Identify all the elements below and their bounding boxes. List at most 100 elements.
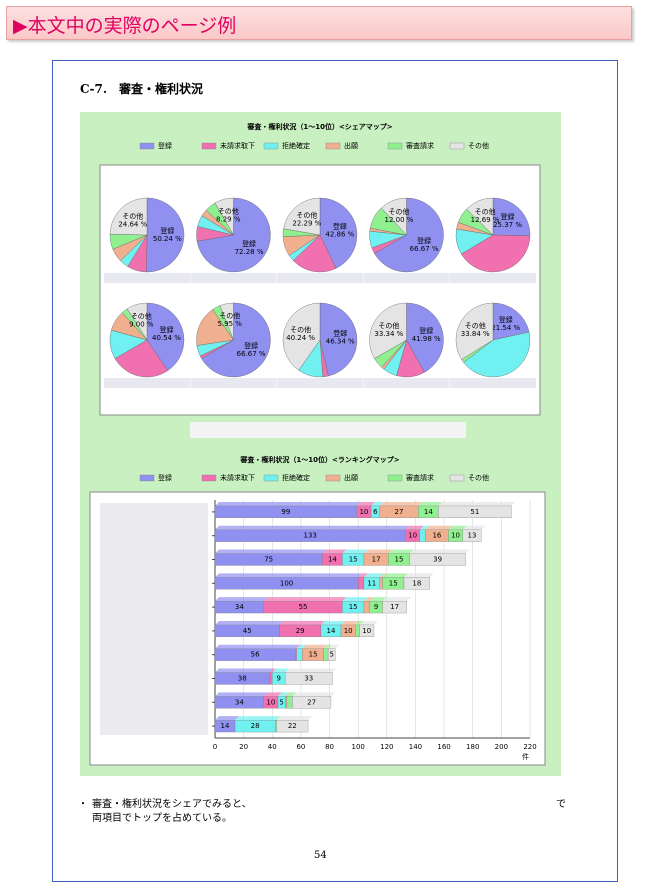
x-tick-label: 60 — [296, 743, 305, 751]
bar-top — [215, 668, 274, 673]
bar-top — [296, 644, 307, 649]
bar-top — [263, 692, 282, 697]
legend-label: 出願 — [344, 141, 358, 150]
x-tick-label: 160 — [437, 743, 450, 751]
legend-label: その他 — [468, 473, 489, 482]
pie-slice — [196, 309, 234, 346]
bar-top — [419, 525, 430, 530]
bar-value-label: 17 — [372, 556, 381, 564]
bar-segment — [363, 601, 370, 614]
bar-value-label: 14 — [221, 722, 230, 730]
legend-label: 審査請求 — [406, 473, 434, 482]
bar-top — [276, 716, 313, 721]
bar-top — [295, 644, 301, 649]
legend-swatch — [201, 474, 217, 482]
pie-value-label: 8.29 % — [216, 215, 241, 223]
bar-top — [409, 549, 470, 554]
bar-value-label: 9 — [374, 603, 378, 611]
pie-value-label: 33.84 % — [461, 330, 490, 338]
pie-label-band — [277, 378, 363, 388]
x-tick-label: 80 — [325, 743, 334, 751]
x-tick-label: 0 — [213, 743, 217, 751]
bar-segment — [296, 648, 303, 661]
bar-value-label: 10 — [266, 698, 275, 706]
header: ▶本文中の実際のページ例 — [6, 6, 632, 40]
pie-slice — [219, 302, 234, 341]
legend-swatch — [387, 142, 403, 150]
bar-value-label: 10 — [344, 627, 353, 635]
pie-name: 登録 — [499, 315, 513, 324]
pie-name: その他 — [296, 210, 317, 219]
pie-slice — [196, 197, 271, 273]
pie-name: その他 — [389, 207, 410, 216]
legend-swatch — [263, 474, 279, 482]
bar-top — [279, 620, 325, 625]
legend-label: 登録 — [158, 473, 172, 482]
bar-value-label: 34 — [235, 603, 244, 611]
bar-segment — [379, 577, 383, 590]
bar-value-label: 10 — [362, 627, 371, 635]
bar-value-label: 15 — [349, 556, 358, 564]
pie-name: 登録 — [501, 212, 515, 221]
bar-top — [379, 501, 423, 506]
pie-value-label: 40.54 % — [152, 334, 181, 342]
legend-label: 審査請求 — [406, 141, 434, 150]
pie-slice — [109, 197, 148, 236]
bar-top — [363, 597, 374, 602]
pie-value-label: 12.00 % — [385, 216, 414, 224]
bar-top — [286, 692, 297, 697]
bar-value-label: 10 — [451, 532, 460, 540]
bar-segment — [292, 696, 332, 709]
bar-top — [292, 692, 335, 697]
pie-slice — [319, 302, 358, 377]
category-band — [100, 503, 208, 735]
bar-top — [272, 668, 290, 673]
bar-top — [215, 716, 240, 721]
legend-swatch — [139, 142, 155, 150]
bar-value-label: 34 — [235, 698, 244, 706]
pie-label-band — [104, 273, 190, 283]
pie-slice — [282, 302, 321, 371]
pie-name: 登録 — [159, 325, 173, 334]
bar-value-label: 27 — [307, 698, 316, 706]
bar-value-label: 75 — [264, 556, 273, 564]
pie-name: 登録 — [242, 239, 256, 248]
bar-value-label: 51 — [470, 508, 479, 516]
bar-top — [215, 692, 268, 697]
bar-top — [382, 597, 411, 602]
pie-slice — [455, 302, 494, 360]
pie-value-label: 25.37 % — [493, 221, 522, 229]
bar-top — [356, 501, 376, 506]
pie-slice — [492, 197, 531, 237]
page-number: 54 — [314, 850, 327, 861]
pie-slice — [463, 331, 531, 378]
legend-swatch — [201, 142, 217, 150]
bar-value-label: 14 — [327, 627, 336, 635]
bar-top — [342, 549, 368, 554]
legend-label: 未請求取下 — [220, 473, 255, 482]
title-band — [190, 422, 466, 438]
bar-value-label: 33 — [304, 675, 313, 683]
bar-top — [235, 716, 280, 721]
bar-top — [215, 501, 361, 506]
bar-value-label: 10 — [359, 508, 368, 516]
pie-name: その他 — [378, 321, 399, 330]
section-title: C-7. 審査・権利状況 — [80, 82, 204, 96]
pie-slice — [380, 197, 407, 236]
bar-top — [215, 525, 410, 530]
legend-label: 拒絶確定 — [282, 141, 310, 150]
bar-top — [328, 644, 340, 649]
bar-top — [342, 597, 368, 602]
bar-segment — [382, 601, 408, 614]
pie-slice — [374, 197, 444, 273]
pie-label-band — [450, 378, 536, 388]
legend-label: その他 — [468, 141, 489, 150]
legend-label: 登録 — [158, 141, 172, 150]
pie-value-label: 5.95 % — [217, 320, 242, 328]
bar-top — [369, 597, 387, 602]
pie-slice — [369, 302, 407, 359]
pie-value-label: 40.24 % — [286, 334, 315, 342]
pie-name: その他 — [219, 311, 240, 320]
bar-value-label: 29 — [296, 627, 305, 635]
